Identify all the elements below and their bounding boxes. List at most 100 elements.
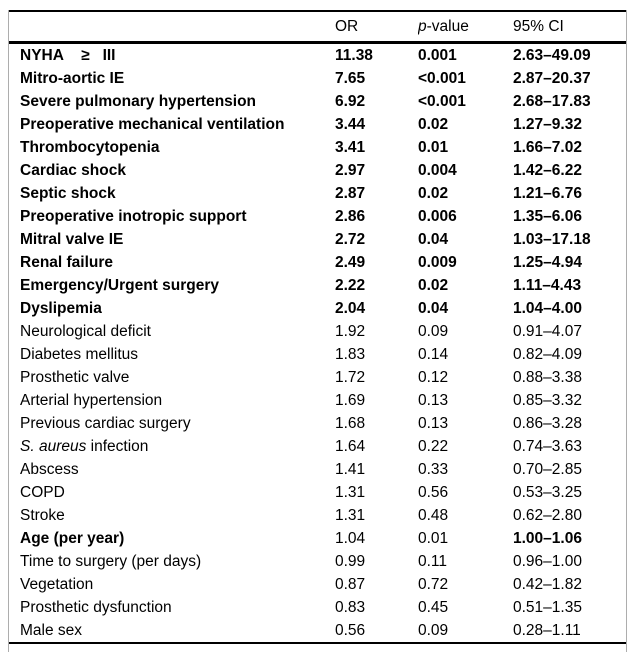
row-pvalue: 0.56 — [418, 484, 449, 501]
table-row: Thrombocytopenia 3.41 0.01 1.66–7.02 — [9, 136, 626, 159]
row-variable-label: Previous cardiac surgery — [20, 415, 191, 432]
row-variable-label: Thrombocytopenia — [20, 139, 160, 156]
row-variable-label: Mitral valve IE — [20, 231, 124, 248]
row-ci-value: 0.70–2.85 — [513, 461, 582, 478]
table-row: Vegetation 0.87 0.72 0.42–1.82 — [9, 573, 626, 596]
row-or-value: 1.72 — [335, 369, 366, 386]
regression-table: OR p-value 95% CI NYHA ≥ III 11.38 0.001… — [8, 10, 627, 652]
row-variable-label: Prosthetic valve — [20, 369, 130, 386]
header-pvalue: p-value — [418, 12, 513, 41]
row-ci-value: 1.35–6.06 — [513, 208, 582, 225]
row-ci-value: 1.42–6.22 — [513, 162, 582, 179]
row-ci-value: 1.25–4.94 — [513, 254, 582, 271]
table-row: Dyslipemia 2.04 0.04 1.04–4.00 — [9, 297, 626, 320]
row-ci-value: 1.04–4.00 — [513, 300, 582, 317]
row-or-value: 6.92 — [335, 93, 366, 110]
row-or-value: 2.72 — [335, 231, 366, 248]
row-pvalue: 0.11 — [418, 553, 448, 570]
row-or-value: 2.97 — [335, 162, 366, 179]
row-variable-label: Time to surgery (per days) — [20, 553, 202, 570]
row-pvalue: 0.02 — [418, 116, 449, 133]
row-or-value: 1.64 — [335, 438, 366, 455]
row-pvalue: 0.04 — [418, 231, 449, 248]
row-pvalue: 0.48 — [418, 507, 449, 524]
row-variable-label: Stroke — [20, 507, 65, 524]
row-ci-value: 1.27–9.32 — [513, 116, 582, 133]
row-ci-value: 0.51–1.35 — [513, 599, 582, 616]
row-ci-value: 2.68–17.83 — [513, 93, 591, 110]
row-variable-label: Neurological deficit — [20, 323, 151, 340]
table-row: Renal failure 2.49 0.009 1.25–4.94 — [9, 251, 626, 274]
row-pvalue: 0.001 — [418, 47, 457, 64]
table-row: NYHA ≥ III 11.38 0.001 2.63–49.09 — [9, 44, 626, 67]
row-ci-value: 0.53–3.25 — [513, 484, 582, 501]
row-or-value: 0.87 — [335, 576, 366, 593]
table-row: Preoperative mechanical ventilation 3.44… — [9, 113, 626, 136]
row-ci-value: 2.87–20.37 — [513, 70, 591, 87]
row-pvalue: 0.01 — [418, 530, 449, 547]
row-pvalue: 0.22 — [418, 438, 449, 455]
table-row: Male sex 0.56 0.09 0.28–1.11 — [9, 619, 626, 642]
row-or-value: 0.83 — [335, 599, 366, 616]
row-ci-value: 0.82–4.09 — [513, 346, 582, 363]
row-or-value: 1.92 — [335, 323, 366, 340]
row-or-value: 1.41 — [335, 461, 366, 478]
row-pvalue: 0.45 — [418, 599, 449, 616]
row-or-value: 2.86 — [335, 208, 366, 225]
table-row: Severe pulmonary hypertension 6.92 <0.00… — [9, 90, 626, 113]
row-or-value: 0.99 — [335, 553, 366, 570]
header-pvalue-italic-p: p — [418, 18, 427, 35]
table-row: Stroke 1.31 0.48 0.62–2.80 — [9, 504, 626, 527]
row-or-value: 3.44 — [335, 116, 366, 133]
header-ci: 95% CI — [513, 18, 564, 35]
row-or-value: 3.41 — [335, 139, 366, 156]
row-or-value: 7.65 — [335, 70, 366, 87]
row-variable-label: Mitro-aortic IE — [20, 70, 125, 87]
row-variable-label: Arterial hypertension — [20, 392, 163, 409]
row-or-value: 1.68 — [335, 415, 366, 432]
row-pvalue: 0.09 — [418, 323, 449, 340]
table-row: S. aureus infection 1.64 0.22 0.74–3.63 — [9, 435, 626, 458]
row-pvalue: 0.33 — [418, 461, 449, 478]
row-or-value: 0.56 — [335, 622, 366, 639]
table-row: Septic shock 2.87 0.02 1.21–6.76 — [9, 182, 626, 205]
row-ci-value: 2.63–49.09 — [513, 47, 591, 64]
table-row: Time to surgery (per days) 0.99 0.11 0.9… — [9, 550, 626, 573]
row-pvalue: 0.09 — [418, 622, 449, 639]
row-ci-value: 0.96–1.00 — [513, 553, 582, 570]
row-pvalue: 0.14 — [418, 346, 449, 363]
row-variable-label: NYHA ≥ III — [20, 47, 116, 64]
row-variable-label: Diabetes mellitus — [20, 346, 139, 363]
row-ci-value: 1.11–4.43 — [513, 277, 582, 294]
row-variable-label: Age (per year) — [20, 530, 125, 547]
row-variable-label: Septic shock — [20, 185, 116, 202]
table-row: Cardiac shock 2.97 0.004 1.42–6.22 — [9, 159, 626, 182]
header-variable — [20, 12, 335, 41]
row-ci-value: 1.03–17.18 — [513, 231, 591, 248]
row-pvalue: 0.01 — [418, 139, 449, 156]
row-or-value: 1.83 — [335, 346, 366, 363]
row-or-value: 1.04 — [335, 530, 366, 547]
table-header-row: OR p-value 95% CI — [9, 10, 626, 44]
row-ci-value: 0.86–3.28 — [513, 415, 582, 432]
row-ci-value: 0.85–3.32 — [513, 392, 582, 409]
row-variable-label: Preoperative inotropic support — [20, 208, 247, 225]
row-pvalue: 0.04 — [418, 300, 449, 317]
row-or-value: 1.31 — [335, 507, 366, 524]
row-pvalue: 0.009 — [418, 254, 457, 271]
row-or-value: 2.87 — [335, 185, 366, 202]
table-row: Previous cardiac surgery 1.68 0.13 0.86–… — [9, 412, 626, 435]
table-row: Prosthetic dysfunction 0.83 0.45 0.51–1.… — [9, 596, 626, 619]
table-row: Age (per year) 1.04 0.01 1.00–1.06 — [9, 527, 626, 550]
header-or: OR — [335, 18, 359, 35]
row-variable-label: Severe pulmonary hypertension — [20, 93, 257, 110]
row-variable-label: Prosthetic dysfunction — [20, 599, 172, 616]
row-ci-value: 1.21–6.76 — [513, 185, 582, 202]
row-pvalue: <0.001 — [418, 70, 466, 87]
row-or-value: 2.49 — [335, 254, 366, 271]
row-pvalue: 0.02 — [418, 277, 449, 294]
row-pvalue: 0.004 — [418, 162, 457, 179]
row-ci-value: 0.88–3.38 — [513, 369, 582, 386]
table-row: Prosthetic valve 1.72 0.12 0.88–3.38 — [9, 366, 626, 389]
row-ci-value: 1.00–1.06 — [513, 530, 582, 547]
